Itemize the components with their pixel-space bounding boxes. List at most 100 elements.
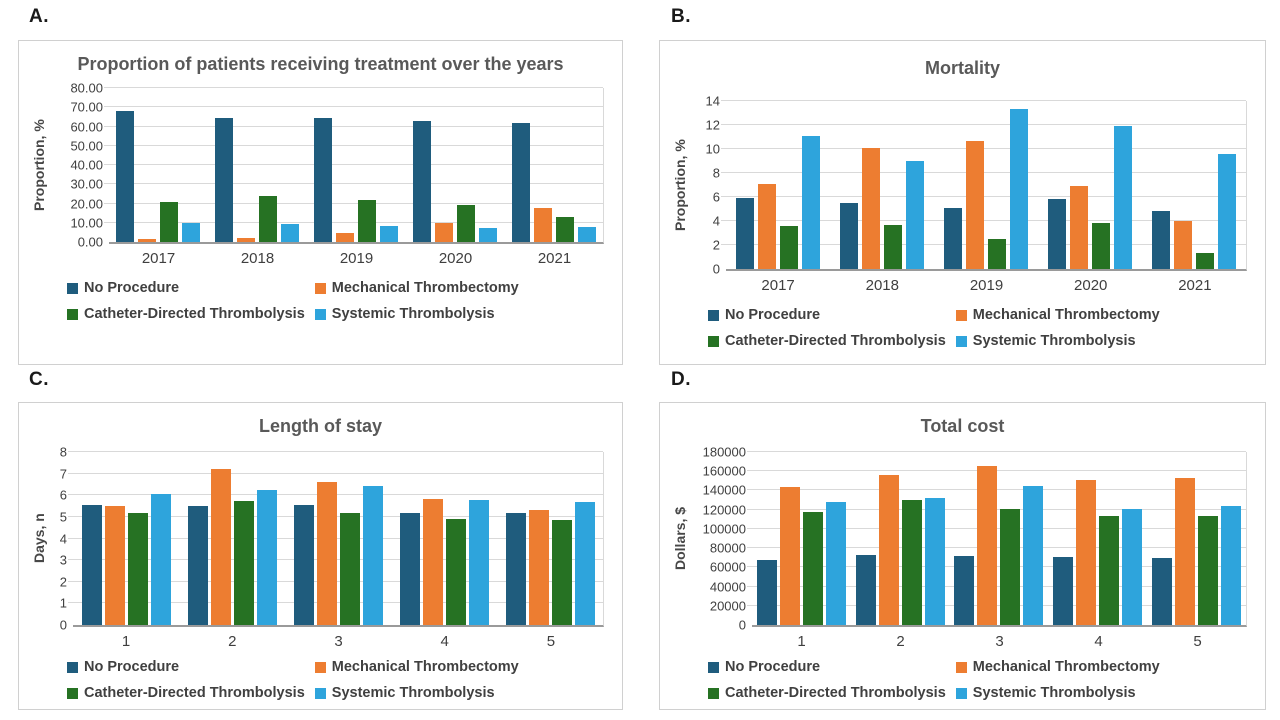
gridline <box>68 451 603 452</box>
bar-mechanical-thrombectomy <box>138 239 157 242</box>
y-tick-label: 160000 <box>702 463 746 479</box>
chart-legend: No Procedure Mechanical Thrombectomy Cathe… <box>660 658 1265 703</box>
x-tick-label: 2019 <box>339 250 374 267</box>
chart-area: Dollars, $ 0 20000 40000 60000 80000 100000 12… <box>660 445 1265 653</box>
legend-swatch <box>955 662 967 673</box>
legend-label: Systemic Thrombolysis <box>331 306 495 322</box>
bar-mechanical-thrombectomy <box>1175 478 1196 625</box>
bar-catheter-directed-thrombolysis <box>780 225 798 269</box>
bar-systemic-thrombolysis <box>468 499 489 625</box>
bar-catheter-directed-thrombolysis <box>884 224 902 269</box>
bar-cluster <box>726 135 830 269</box>
bar-mechanical-thrombectomy <box>966 140 984 269</box>
gridline <box>104 106 603 108</box>
y-tick-label: 0 <box>712 261 720 277</box>
bar-cluster <box>950 466 1049 625</box>
plot-area <box>721 100 1247 271</box>
y-tick-label: 60.00 <box>70 119 103 134</box>
x-tick-label: 2 <box>896 633 905 650</box>
y-axis-title: Proportion, % <box>31 119 47 211</box>
bar-catheter-directed-thrombolysis <box>259 196 278 242</box>
y-tick-label: 30.00 <box>70 176 103 192</box>
chart-legend: No Procedure Mechanical Thrombectomy Cathe… <box>660 306 1265 351</box>
chart-legend: No Procedure Mechanical Thrombectomy Cathe… <box>19 658 622 703</box>
bar-clusters <box>109 88 603 242</box>
gridline <box>68 472 603 474</box>
bar-systemic-thrombolysis <box>1218 153 1236 269</box>
y-tick-label: 180000 <box>702 444 746 460</box>
legend-item: No Procedure <box>708 658 946 677</box>
legend-swatch <box>708 310 719 321</box>
bar-cluster <box>1048 480 1147 625</box>
y-tick-label: 6 <box>59 487 67 503</box>
legend-item: Catheter-Directed Thrombolysis <box>67 305 305 324</box>
y-tick-label: 4 <box>59 531 67 546</box>
legend-item: Catheter-Directed Thrombolysis <box>67 684 305 703</box>
x-tick-label: 5 <box>546 633 556 650</box>
x-tick-label: 2019 <box>969 277 1004 294</box>
plot-stack: 2017 2018 2019 2020 2021 <box>104 87 618 270</box>
legend-item: Systemic Thrombolysis <box>955 332 1160 351</box>
bar-cluster <box>73 494 179 625</box>
bar-cluster <box>307 118 406 242</box>
legend-item: Mechanical Thrombectomy <box>314 279 519 298</box>
bar-cluster <box>752 486 851 625</box>
plot-stack: 1 2 3 4 5 <box>68 451 618 653</box>
legend-label: Systemic Thrombolysis <box>972 685 1136 701</box>
legend-item: Mechanical Thrombectomy <box>955 658 1160 677</box>
gridline <box>747 451 1246 452</box>
y-tick-label: 5 <box>59 509 67 525</box>
bar-no-procedure <box>1048 199 1066 269</box>
x-tick-label: 5 <box>1193 633 1202 650</box>
y-axis-tick-labels: 0 2 4 6 8 10 12 14 <box>692 94 726 277</box>
x-tick-label: 3 <box>334 633 343 650</box>
legend-swatch <box>314 283 326 294</box>
gridline <box>721 124 1246 125</box>
legend-label: Catheter-Directed Thrombolysis <box>84 306 305 322</box>
x-tick-label: 4 <box>440 633 449 650</box>
y-tick-label: 8 <box>712 165 720 181</box>
bar-mechanical-thrombectomy <box>1174 221 1192 269</box>
chart-area: Days, n 0 1 2 3 4 5 6 7 8 1 2 3 4 5 <box>19 445 622 653</box>
bar-catheter-directed-thrombolysis <box>901 500 922 625</box>
legend-label: Catheter-Directed Thrombolysis <box>725 685 946 701</box>
bar-catheter-directed-thrombolysis <box>1000 509 1021 625</box>
legend-label: Catheter-Directed Thrombolysis <box>84 685 305 701</box>
x-tick-label: 2017 <box>761 277 795 294</box>
legend-label: No Procedure <box>725 307 821 323</box>
y-tick-label: 80.00 <box>70 80 103 96</box>
y-tick-label: 0 <box>738 617 746 633</box>
legend-swatch <box>708 662 719 673</box>
y-tick-label: 70.00 <box>70 99 103 115</box>
legend-swatch <box>314 688 326 699</box>
y-tick-label: 100000 <box>702 521 746 537</box>
gridline <box>104 202 603 204</box>
y-tick-label: 10 <box>705 141 720 157</box>
bar-catheter-directed-thrombolysis <box>1099 516 1120 625</box>
chart-area: Proportion, % 0 2 4 6 8 10 12 14 2017 2018 2019 20… <box>660 94 1265 297</box>
y-tick-label: 20.00 <box>70 196 103 211</box>
bar-cluster <box>405 120 504 242</box>
legend-label: No Procedure <box>84 280 180 296</box>
bar-no-procedure <box>1053 556 1074 625</box>
bar-catheter-directed-thrombolysis <box>988 239 1006 269</box>
legend-item: Catheter-Directed Thrombolysis <box>708 684 946 703</box>
legend-swatch <box>314 309 326 320</box>
bar-clusters <box>726 101 1246 269</box>
bar-mechanical-thrombectomy <box>422 498 443 625</box>
bar-cluster <box>1147 478 1246 625</box>
x-tick-label: 2017 <box>141 250 176 267</box>
bar-mechanical-thrombectomy <box>1070 186 1088 269</box>
y-tick-label: 80000 <box>709 540 746 556</box>
bar-systemic-thrombolysis <box>478 227 497 242</box>
panel-d-letter: D. <box>671 369 691 390</box>
legend-label: Mechanical Thrombectomy <box>972 307 1160 323</box>
bar-cluster <box>504 123 603 242</box>
legend-item: Catheter-Directed Thrombolysis <box>708 332 946 351</box>
y-tick-label: 8 <box>59 444 67 460</box>
legend-item: Systemic Thrombolysis <box>314 684 519 703</box>
bar-systemic-thrombolysis <box>1114 126 1132 269</box>
chart-legend: No Procedure Mechanical Thrombectomy Cathe… <box>19 279 622 324</box>
bar-catheter-directed-thrombolysis <box>1198 515 1219 625</box>
